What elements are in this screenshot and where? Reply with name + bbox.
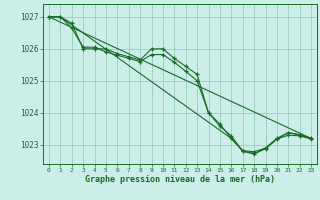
X-axis label: Graphe pression niveau de la mer (hPa): Graphe pression niveau de la mer (hPa) (85, 175, 275, 184)
